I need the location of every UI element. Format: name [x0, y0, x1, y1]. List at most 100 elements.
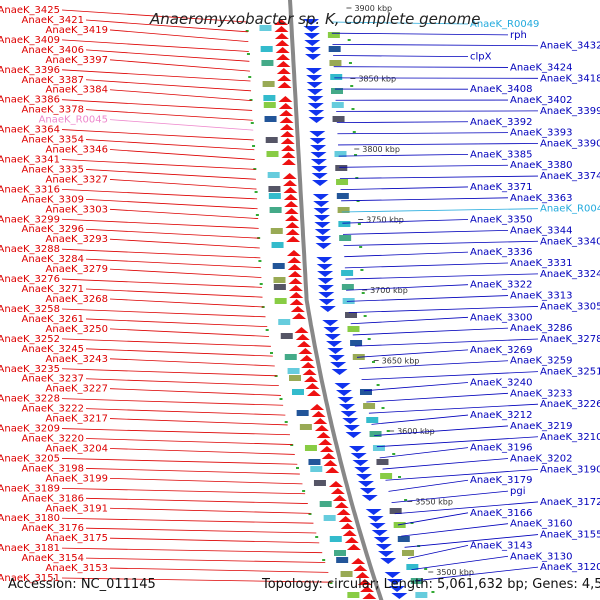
left-gene-label[interactable]: AnaeK_3186: [22, 493, 84, 504]
left-gene-label[interactable]: AnaeK_3199: [46, 473, 108, 484]
right-gene-label[interactable]: AnaeK_3251: [540, 367, 600, 378]
right-gene-label[interactable]: AnaeK_3418: [540, 73, 600, 84]
right-gene-label[interactable]: AnaeK_3286: [510, 323, 572, 334]
right-gene-label[interactable]: AnaeK_3336: [470, 247, 532, 258]
left-gene-label[interactable]: AnaeK_3271: [22, 284, 84, 295]
right-gene-label[interactable]: AnaeK_3190: [540, 464, 600, 475]
left-gene-label[interactable]: AnaeK_3425: [0, 5, 60, 16]
left-gene-label[interactable]: AnaeK_3406: [22, 45, 84, 56]
left-gene-label[interactable]: AnaeK_3276: [0, 274, 60, 285]
left-gene-label[interactable]: AnaeK_3189: [0, 483, 60, 494]
left-gene-label[interactable]: AnaeK_3384: [46, 85, 108, 96]
right-gene-label[interactable]: AnaeK_3226: [540, 399, 600, 410]
left-gene-label[interactable]: AnaeK_3227: [46, 384, 108, 395]
right-gene-label[interactable]: AnaeK_3374: [540, 171, 600, 182]
right-gene-label[interactable]: AnaeK_3278: [540, 334, 600, 345]
left-gene-label[interactable]: AnaeK_3222: [22, 404, 84, 415]
left-gene-label[interactable]: AnaeK_3245: [22, 344, 84, 355]
left-gene-label[interactable]: AnaeK_3335: [22, 164, 84, 175]
left-gene-label[interactable]: AnaeK_3217: [46, 414, 108, 425]
right-gene-label[interactable]: AnaeK_3402: [510, 95, 572, 106]
left-gene-label[interactable]: AnaeK_3299: [0, 214, 60, 225]
left-gene-label[interactable]: AnaeK_3198: [22, 463, 84, 474]
left-gene-label[interactable]: AnaeK_3175: [46, 533, 108, 544]
left-gene-label[interactable]: AnaeK_3419: [46, 25, 108, 36]
left-gene-label[interactable]: AnaeK_3421: [22, 15, 84, 26]
right-gene-label[interactable]: AnaeK_3324: [540, 269, 600, 280]
right-gene-label[interactable]: AnaeK_3240: [470, 377, 532, 388]
right-gene-label[interactable]: AnaeK_3350: [470, 215, 532, 226]
left-gene-label[interactable]: AnaeK_3386: [0, 95, 60, 106]
left-gene-label[interactable]: AnaeK_3261: [22, 314, 84, 325]
left-gene-label[interactable]: AnaeK_3153: [46, 563, 108, 574]
right-gene-label[interactable]: AnaeK_3212: [470, 410, 532, 421]
left-gene-label[interactable]: AnaeK_3258: [0, 304, 60, 315]
right-gene-label[interactable]: AnaeK_3322: [470, 280, 532, 291]
left-gene-label[interactable]: AnaeK_3191: [46, 503, 108, 514]
right-gene-label[interactable]: AnaeK_3340: [540, 236, 600, 247]
right-gene-label[interactable]: AnaeK_3202: [510, 454, 572, 465]
left-gene-label[interactable]: AnaeK_3268: [46, 294, 108, 305]
right-gene-label[interactable]: AnaeK_3371: [470, 182, 532, 193]
left-gene-label[interactable]: AnaeK_3396: [0, 65, 60, 76]
left-gene-label[interactable]: AnaeK_3288: [0, 244, 60, 255]
left-gene-label[interactable]: AnaeK_3181: [0, 543, 60, 554]
left-gene-label[interactable]: AnaeK_3235: [0, 364, 60, 375]
left-gene-label[interactable]: AnaeK_3284: [22, 254, 84, 265]
right-gene-label[interactable]: AnaeK_3300: [470, 312, 532, 323]
left-gene-label[interactable]: AnaeK_3252: [0, 334, 60, 345]
right-gene-label[interactable]: AnaeK_3210: [540, 432, 600, 443]
right-gene-label[interactable]: AnaeK_3390: [540, 138, 600, 149]
right-gene-label[interactable]: AnaeK_3331: [510, 258, 572, 269]
left-gene-label[interactable]: AnaeK_3228: [0, 394, 60, 405]
left-gene-label[interactable]: AnaeK_3279: [46, 264, 108, 275]
right-gene-label[interactable]: AnaeK_3363: [510, 193, 572, 204]
right-gene-label[interactable]: AnaeK_3432: [540, 41, 600, 52]
right-gene-label[interactable]: AnaeK_R0049: [470, 19, 539, 30]
left-gene-label[interactable]: AnaeK_3316: [0, 184, 60, 195]
right-gene-label[interactable]: AnaeK_R0044: [540, 204, 600, 215]
right-gene-label[interactable]: AnaeK_3259: [510, 356, 572, 367]
right-gene-label[interactable]: AnaeK_3313: [510, 291, 572, 302]
left-gene-label[interactable]: AnaeK_3327: [46, 174, 108, 185]
left-gene-label[interactable]: AnaeK_3378: [22, 105, 84, 116]
right-gene-label[interactable]: AnaeK_3393: [510, 128, 572, 139]
left-gene-label[interactable]: AnaeK_3387: [22, 75, 84, 86]
right-gene-label[interactable]: AnaeK_3305: [540, 301, 600, 312]
right-gene-label[interactable]: AnaeK_3196: [470, 443, 532, 454]
right-gene-label[interactable]: AnaeK_3269: [470, 345, 532, 356]
left-gene-label[interactable]: AnaeK_3346: [46, 145, 108, 156]
right-gene-label[interactable]: AnaeK_3155: [540, 530, 600, 541]
right-gene-label[interactable]: AnaeK_3399: [540, 106, 600, 117]
right-gene-label[interactable]: AnaeK_3172: [540, 497, 600, 508]
right-gene-label[interactable]: AnaeK_3233: [510, 388, 572, 399]
left-gene-label[interactable]: AnaeK_3341: [0, 154, 60, 165]
right-gene-label[interactable]: AnaeK_3166: [470, 508, 532, 519]
left-gene-label[interactable]: AnaeK_3205: [0, 453, 60, 464]
right-gene-label[interactable]: AnaeK_3380: [510, 160, 572, 171]
left-gene-label[interactable]: AnaeK_3237: [22, 374, 84, 385]
left-gene-label[interactable]: AnaeK_3220: [22, 434, 84, 445]
left-gene-label[interactable]: AnaeK_3250: [46, 324, 108, 335]
left-gene-label[interactable]: AnaeK_3180: [0, 513, 60, 524]
left-gene-label[interactable]: AnaeK_3296: [22, 224, 84, 235]
left-gene-label[interactable]: AnaeK_3354: [22, 135, 84, 146]
left-gene-label[interactable]: AnaeK_3209: [0, 424, 60, 435]
right-gene-label[interactable]: AnaeK_3344: [510, 225, 572, 236]
left-gene-label[interactable]: AnaeK_3243: [46, 354, 108, 365]
left-gene-label[interactable]: AnaeK_3364: [0, 125, 60, 136]
right-gene-label[interactable]: rph: [510, 30, 527, 41]
left-gene-label[interactable]: AnaeK_R0045: [39, 115, 108, 126]
right-gene-label[interactable]: pgi: [510, 486, 525, 497]
left-gene-label[interactable]: AnaeK_3303: [46, 204, 108, 215]
left-gene-label[interactable]: AnaeK_3309: [22, 194, 84, 205]
left-gene-label[interactable]: AnaeK_3154: [22, 553, 84, 564]
left-gene-label[interactable]: AnaeK_3409: [0, 35, 60, 46]
left-gene-label[interactable]: AnaeK_3204: [46, 443, 108, 454]
right-gene-label[interactable]: AnaeK_3130: [510, 551, 572, 562]
right-gene-label[interactable]: AnaeK_3219: [510, 421, 572, 432]
right-gene-label[interactable]: AnaeK_3160: [510, 519, 572, 530]
right-gene-label[interactable]: AnaeK_3392: [470, 117, 532, 128]
right-gene-label[interactable]: AnaeK_3408: [470, 84, 532, 95]
right-gene-label[interactable]: AnaeK_3120: [540, 562, 600, 573]
